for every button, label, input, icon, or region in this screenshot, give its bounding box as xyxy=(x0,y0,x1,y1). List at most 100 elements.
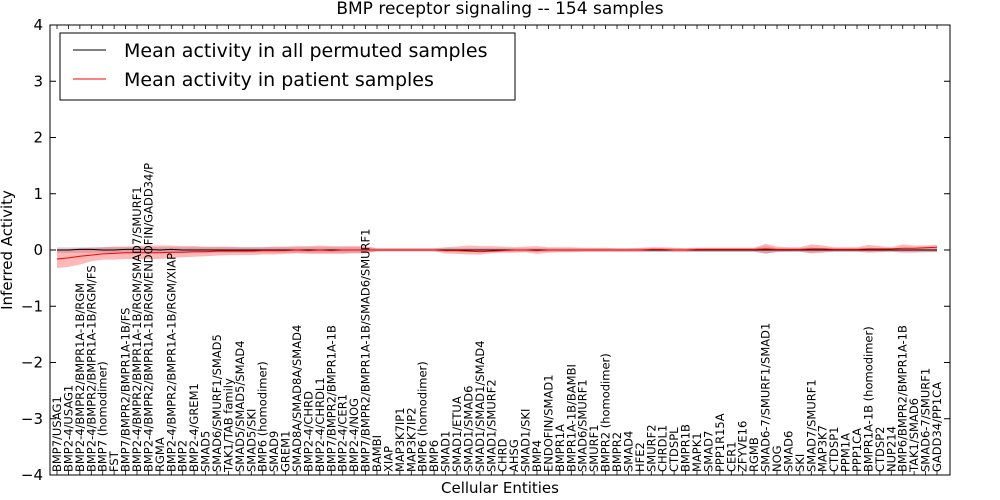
x-tick-label: BMP4 xyxy=(530,440,544,472)
x-tick-label: SMAD1/SMURF2 xyxy=(484,379,498,472)
x-tick-label: CTDSP1 xyxy=(827,427,841,472)
x-tick-label: BMP2-4/BMPR2/BMPR1A-1B/RGM/FS xyxy=(84,265,98,472)
x-tick-label: BMPR2 (homodimer) xyxy=(599,353,613,472)
legend: Mean activity in all permuted samples Me… xyxy=(59,32,516,101)
x-tick-label: SMAD6-7/SMURF1/SMAD1 xyxy=(759,323,773,472)
x-tick-label: SMAD1/SMAD6 xyxy=(461,386,475,472)
y-tick-label: −2 xyxy=(21,354,43,372)
legend-label-permuted: Mean activity in all permuted samples xyxy=(124,40,487,62)
x-tick-label: BMP7/BMPR2/BMPR1A-1B/FS xyxy=(119,308,133,472)
x-tick-label: SMAD7/SMURF1 xyxy=(804,379,818,472)
x-tick-label: BMP2-4/USAG1 xyxy=(61,385,75,472)
x-tick-label: SMAD5 xyxy=(199,431,213,472)
x-tick-label: SMAD6 xyxy=(781,431,795,472)
x-tick-label: CTDSP2 xyxy=(873,427,887,472)
x-tick-label: BAMBI xyxy=(370,435,384,472)
y-tick-label: 2 xyxy=(33,129,43,147)
x-axis-title: Cellular Entities xyxy=(441,479,559,497)
x-tick-label: HFE2 xyxy=(633,442,647,472)
series-line-permuted xyxy=(57,248,937,251)
x-tick-label: MAP3K7IP1 xyxy=(393,407,407,472)
x-tick-label: BMP2-4/GREM1 xyxy=(187,383,201,472)
x-tick-label: PPP1R15A xyxy=(713,413,727,472)
x-axis-ticks xyxy=(56,25,938,475)
x-tick-label: BMP2-4/CHRDL1 xyxy=(313,377,327,472)
x-tick-label: PPM1A xyxy=(839,433,853,472)
x-tick-label: XIAP xyxy=(381,446,395,472)
x-tick-label: BMP2-4/CER1 xyxy=(336,394,350,472)
x-tick-label: SMAD8A/SMAD8A/SMAD4 xyxy=(290,325,304,472)
x-tick-label: SMURF1 xyxy=(587,424,601,472)
y-tick-label: 3 xyxy=(33,72,43,90)
x-tick-label: BMP2-4/NOG xyxy=(347,398,361,472)
x-tick-label: SMAD5/SMAD5/SMAD4 xyxy=(233,340,247,472)
x-tick-label: BMP2 xyxy=(176,440,190,472)
x-tick-label: PPP1CA xyxy=(850,428,864,472)
x-tick-label: NOG xyxy=(770,445,784,472)
x-tick-label: TAK1/TAB family xyxy=(221,378,235,473)
x-tick-label: BMP7 (homodimer) xyxy=(96,361,110,472)
x-tick-label: BMP6 (homodimer) xyxy=(256,361,270,472)
y-axis: −4 −3 −2 −1 0 1 2 3 4 xyxy=(21,16,950,484)
x-tick-label: NUP214 xyxy=(884,426,898,472)
x-tick-label: SKI xyxy=(793,454,807,472)
series-line-patient xyxy=(56,246,938,260)
x-tick-label: BMP6/BMPR2/BMPR1A-1B xyxy=(896,325,910,472)
x-tick-label: BMP7/USAG1 xyxy=(50,396,64,472)
x-tick-label: SMAD5/SKI xyxy=(244,409,258,472)
x-tick-label: BMP2-4/BMPR2/BMPR1A-1B/RGM xyxy=(73,283,87,472)
legend-label-patient: Mean activity in patient samples xyxy=(124,69,434,91)
y-tick-label: 1 xyxy=(33,185,43,203)
lines-group xyxy=(56,246,938,260)
y-tick-label: −4 xyxy=(21,466,43,484)
x-tick-label: BMP2-4/BMPR2/BMPR1A-1B/RGM/XIAP xyxy=(164,253,178,472)
x-tick-label: GREM1 xyxy=(279,431,293,472)
chart-title: BMP receptor signaling -- 154 samples xyxy=(336,0,663,19)
x-tick-label: MAP3K7 xyxy=(816,425,830,472)
x-tick-label: CER1 xyxy=(724,441,738,472)
x-tick-label: BMP2-4/CHRD xyxy=(301,391,315,472)
x-tick-label: TAK1/SMAD6 xyxy=(907,398,921,473)
x-tick-label: CHRDL1 xyxy=(656,425,670,472)
x-tick-label: BMPR1A-1B/BAMBI xyxy=(564,364,578,472)
x-tick-label: SMAD6/SMURF1/SMAD5 xyxy=(210,334,224,472)
y-tick-label: −1 xyxy=(21,297,43,315)
y-tick-label: 4 xyxy=(33,16,43,34)
x-tick-label: ENDOFIN/SMAD1 xyxy=(541,374,555,472)
x-tick-label: MAP3K7IP2 xyxy=(404,407,418,472)
x-tick-label: BMP2-4/BMPR2/BMPR1A-1B/RGM/SMAD7/SMURF1 xyxy=(130,186,144,472)
x-tick-label: SMAD1/ETUA xyxy=(450,396,464,472)
x-tick-label: BMP6 xyxy=(427,440,441,472)
x-tick-label: BMPR1A-1B (homodimer) xyxy=(861,326,875,472)
x-tick-label: CTDSPL xyxy=(667,427,681,472)
y-axis-title: Inferred Activity xyxy=(0,190,16,310)
y-tick-label: −3 xyxy=(21,410,43,428)
x-tick-label: BMP6 (homodimer) xyxy=(416,361,430,472)
x-tick-label: BMPR1B xyxy=(679,424,693,472)
x-tick-label: SMAD1/SKI xyxy=(519,409,533,472)
legend-box xyxy=(59,32,516,101)
x-tick-label: CHRD xyxy=(496,438,510,472)
x-tick-label: BMPR1A xyxy=(553,424,567,472)
x-tick-label: ZFYVE16 xyxy=(736,421,750,472)
x-tick-label: SMAD4 xyxy=(621,431,635,472)
x-tick-label: SMURF2 xyxy=(644,424,658,472)
x-tick-label: BMP7/BMPR2/BMPR1A-1B/SMAD6/SMURF1 xyxy=(359,229,373,472)
y-tick-label: 0 xyxy=(33,241,43,259)
x-tick-label: AHSG xyxy=(507,439,521,472)
x-tick-label: RGMB xyxy=(747,437,761,472)
x-tick-label: RGMA xyxy=(153,437,167,472)
x-tick-label: MAPK1 xyxy=(690,432,704,472)
x-tick-label: SMAD7 xyxy=(701,431,715,472)
x-tick-label: FST xyxy=(107,450,121,472)
x-tick-label: BMPR2 xyxy=(610,432,624,472)
x-tick-label: BMP7/BMPR2/BMPR1A-1B xyxy=(324,325,338,472)
x-tick-label: GADD34/PP1CA xyxy=(930,382,944,472)
x-tick-label: SMAD1/SMAD1/SMAD4 xyxy=(473,340,487,472)
x-tick-labels-group: BMP7/USAG1BMP2-4/USAG1BMP2-4/BMPR2/BMPR1… xyxy=(50,163,944,473)
x-tick-label: SMAD9 xyxy=(267,431,281,472)
x-tick-label: SMAD1 xyxy=(439,431,453,472)
x-tick-label: SMAD6/SMURF1 xyxy=(576,379,590,472)
x-tick-label: SMAD6-7/SMURF1 xyxy=(919,368,933,472)
